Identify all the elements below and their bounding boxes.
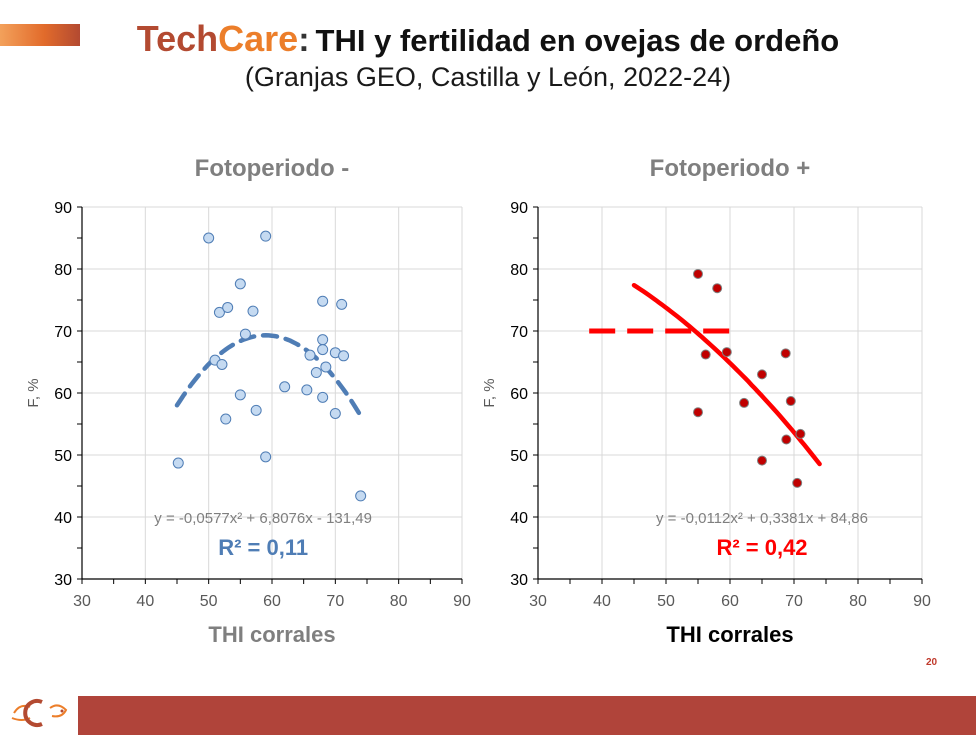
data-point (785, 396, 796, 407)
x-tick-label: 60 (263, 593, 281, 610)
data-point (780, 348, 791, 359)
data-point (260, 451, 272, 463)
chart-title: Fotoperiodo - (195, 155, 350, 182)
data-point (757, 455, 767, 466)
page-subtitle: (Granjas GEO, Castilla y León, 2022-24) (244, 62, 732, 92)
data-point (795, 428, 806, 439)
brand-tech: Tech (136, 18, 219, 59)
data-point (234, 389, 246, 401)
x-tick-label: 90 (913, 593, 931, 610)
page-title: TechCare: THI y fertilidad en ovejas de o… (0, 18, 976, 60)
brand-care: Care (218, 18, 299, 59)
data-point (355, 490, 367, 502)
data-point (250, 404, 262, 416)
data-point (213, 306, 225, 318)
data-point (216, 358, 228, 370)
y-axis-label: F, % (25, 378, 42, 407)
x-tick-label: 50 (200, 593, 218, 610)
trendline-equation: y = -0,0577x² + 6,8076x - 131,49 (154, 510, 372, 527)
x-tick-label: 30 (529, 593, 547, 610)
data-point (700, 349, 711, 360)
r-squared-label: R² = 0,42 (716, 535, 807, 560)
data-point (247, 305, 259, 317)
y-tick-label: 60 (510, 386, 528, 403)
data-point (336, 298, 348, 310)
y-tick-label: 30 (510, 572, 528, 589)
y-tick-label: 90 (510, 200, 528, 217)
x-tick-label: 80 (390, 593, 408, 610)
y-tick-label: 60 (54, 386, 72, 403)
x-tick-label: 60 (721, 593, 739, 610)
data-point (757, 369, 767, 380)
data-point (693, 268, 703, 279)
x-tick-label: 70 (785, 593, 803, 610)
x-tick-label: 70 (326, 593, 344, 610)
y-tick-label: 80 (510, 262, 528, 279)
x-tick-label: 40 (136, 593, 154, 610)
data-point (792, 477, 803, 488)
data-point (301, 384, 313, 396)
data-point (222, 301, 234, 313)
trendline (174, 333, 363, 419)
data-point (317, 344, 329, 356)
title-colon: : (298, 21, 310, 59)
y-tick-label: 70 (54, 324, 72, 341)
r-squared-label: R² = 0,11 (218, 535, 308, 560)
x-tick-label: 90 (453, 593, 471, 610)
trendline-equation: y = -0,0112x² + 0,3381x + 84,86 (656, 510, 868, 527)
data-point (317, 295, 329, 307)
data-point (320, 361, 332, 373)
y-tick-label: 30 (54, 572, 72, 589)
data-point (172, 457, 184, 469)
header-accent-bar (0, 24, 80, 46)
x-tick-label: 50 (657, 593, 675, 610)
page-number: 20 (926, 657, 938, 668)
y-tick-label: 70 (510, 324, 528, 341)
data-point (279, 381, 291, 393)
y-axis-label: F, % (481, 378, 498, 407)
data-point (304, 349, 316, 361)
data-point (239, 328, 251, 340)
data-point (310, 367, 322, 379)
x-tick-label: 80 (849, 593, 867, 610)
chart-fotoperiodo-minus: Fotoperiodo - 30 40 50 60 70 80 90 30 40 50 60 70 80 9… (25, 155, 471, 647)
y-tick-label: 40 (510, 510, 528, 527)
data-point (220, 413, 232, 425)
chart-title: Fotoperiodo + (650, 155, 811, 182)
chart-fotoperiodo-plus: Fotoperiodo + 30 40 50 60 70 80 90 30 40 50 60 70 80 9… (481, 155, 931, 647)
x-axis-label: THI corrales (208, 622, 335, 647)
y-tick-label: 50 (510, 448, 528, 465)
y-tick-label: 50 (54, 448, 72, 465)
data-point (260, 230, 272, 242)
y-tick-label: 80 (54, 262, 72, 279)
footer-band (78, 696, 976, 735)
data-point (317, 391, 329, 403)
data-point (712, 283, 723, 294)
data-point (781, 434, 792, 445)
data-point (203, 232, 215, 244)
data-point (234, 278, 246, 290)
data-point (739, 397, 750, 408)
x-tick-label: 30 (73, 593, 91, 610)
techcare-logo (11, 699, 68, 727)
title-text: THI y fertilidad en ovejas de ordeño (315, 23, 840, 58)
x-tick-label: 40 (593, 593, 611, 610)
y-tick-label: 40 (54, 510, 72, 527)
trendline (631, 282, 822, 467)
data-point (338, 350, 350, 362)
data-point (329, 407, 341, 419)
data-point (317, 334, 329, 346)
x-axis-label: THI corrales (666, 622, 793, 647)
data-point (693, 407, 703, 418)
y-tick-label: 90 (54, 200, 72, 217)
data-point (721, 347, 732, 358)
